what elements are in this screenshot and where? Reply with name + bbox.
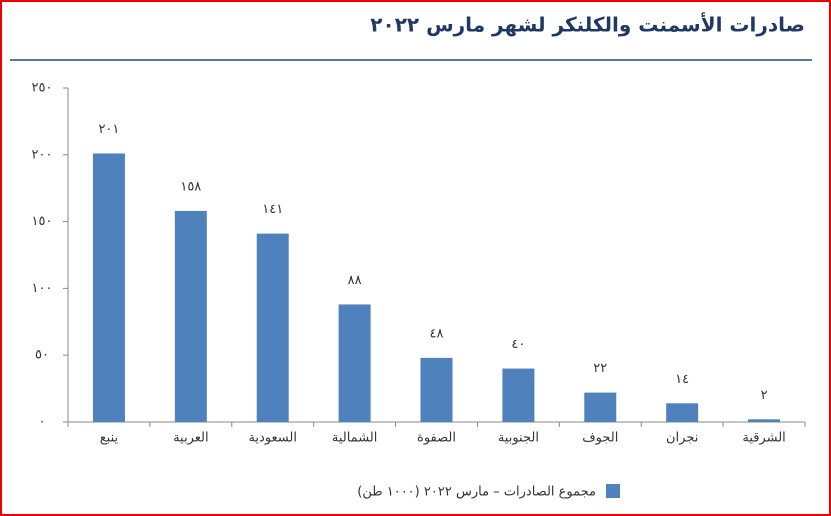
value-label: ٢٠١ <box>98 122 119 137</box>
value-label: ٤٠ <box>511 337 525 352</box>
y-tick-label: ١٠٠ <box>32 281 53 296</box>
y-tick-label: ١٥٠ <box>32 214 53 229</box>
bar <box>92 153 125 423</box>
x-tick-label: ينبع <box>100 431 119 446</box>
bar <box>338 304 371 422</box>
legend-swatch <box>606 484 620 498</box>
x-tick-label: الشمالية <box>332 431 378 446</box>
x-tick-label: نجران <box>666 431 698 446</box>
x-tick-label: الصفوة <box>417 431 456 446</box>
value-label: ٢٢ <box>593 361 607 376</box>
value-label: ١٤١ <box>262 202 283 217</box>
bar <box>666 403 699 422</box>
x-tick-label: الجوف <box>582 431 618 446</box>
value-label: ١٥٨ <box>180 179 201 194</box>
bar <box>748 419 781 422</box>
y-tick-label: ٢٥٠ <box>32 81 53 96</box>
bar <box>420 357 453 422</box>
x-tick-label: الشرقية <box>742 431 785 446</box>
bar <box>584 392 617 422</box>
value-label: ٤٨ <box>430 326 444 341</box>
x-tick-label: الجنوبية <box>498 431 539 446</box>
value-label: ٨٨ <box>348 273 362 288</box>
y-tick-label: ٢٠٠ <box>32 147 53 162</box>
value-label: ١٤ <box>675 372 689 387</box>
x-tick-label: العربية <box>173 431 209 446</box>
chart-title: صادرات الأسمنت والكلنكر لشهر مارس ٢٠٢٢ <box>370 12 805 37</box>
bar <box>502 368 535 422</box>
bar <box>256 233 289 422</box>
bar <box>174 210 207 422</box>
value-label: ٢ <box>761 388 768 403</box>
legend-label: مجموع الصادرات – مارس ٢٠٢٢ (١٠٠٠ طن) <box>357 485 596 500</box>
y-tick-label: ٠ <box>39 415 46 430</box>
y-tick-label: ٥٠ <box>35 348 49 363</box>
x-tick-label: السعودية <box>248 431 297 446</box>
